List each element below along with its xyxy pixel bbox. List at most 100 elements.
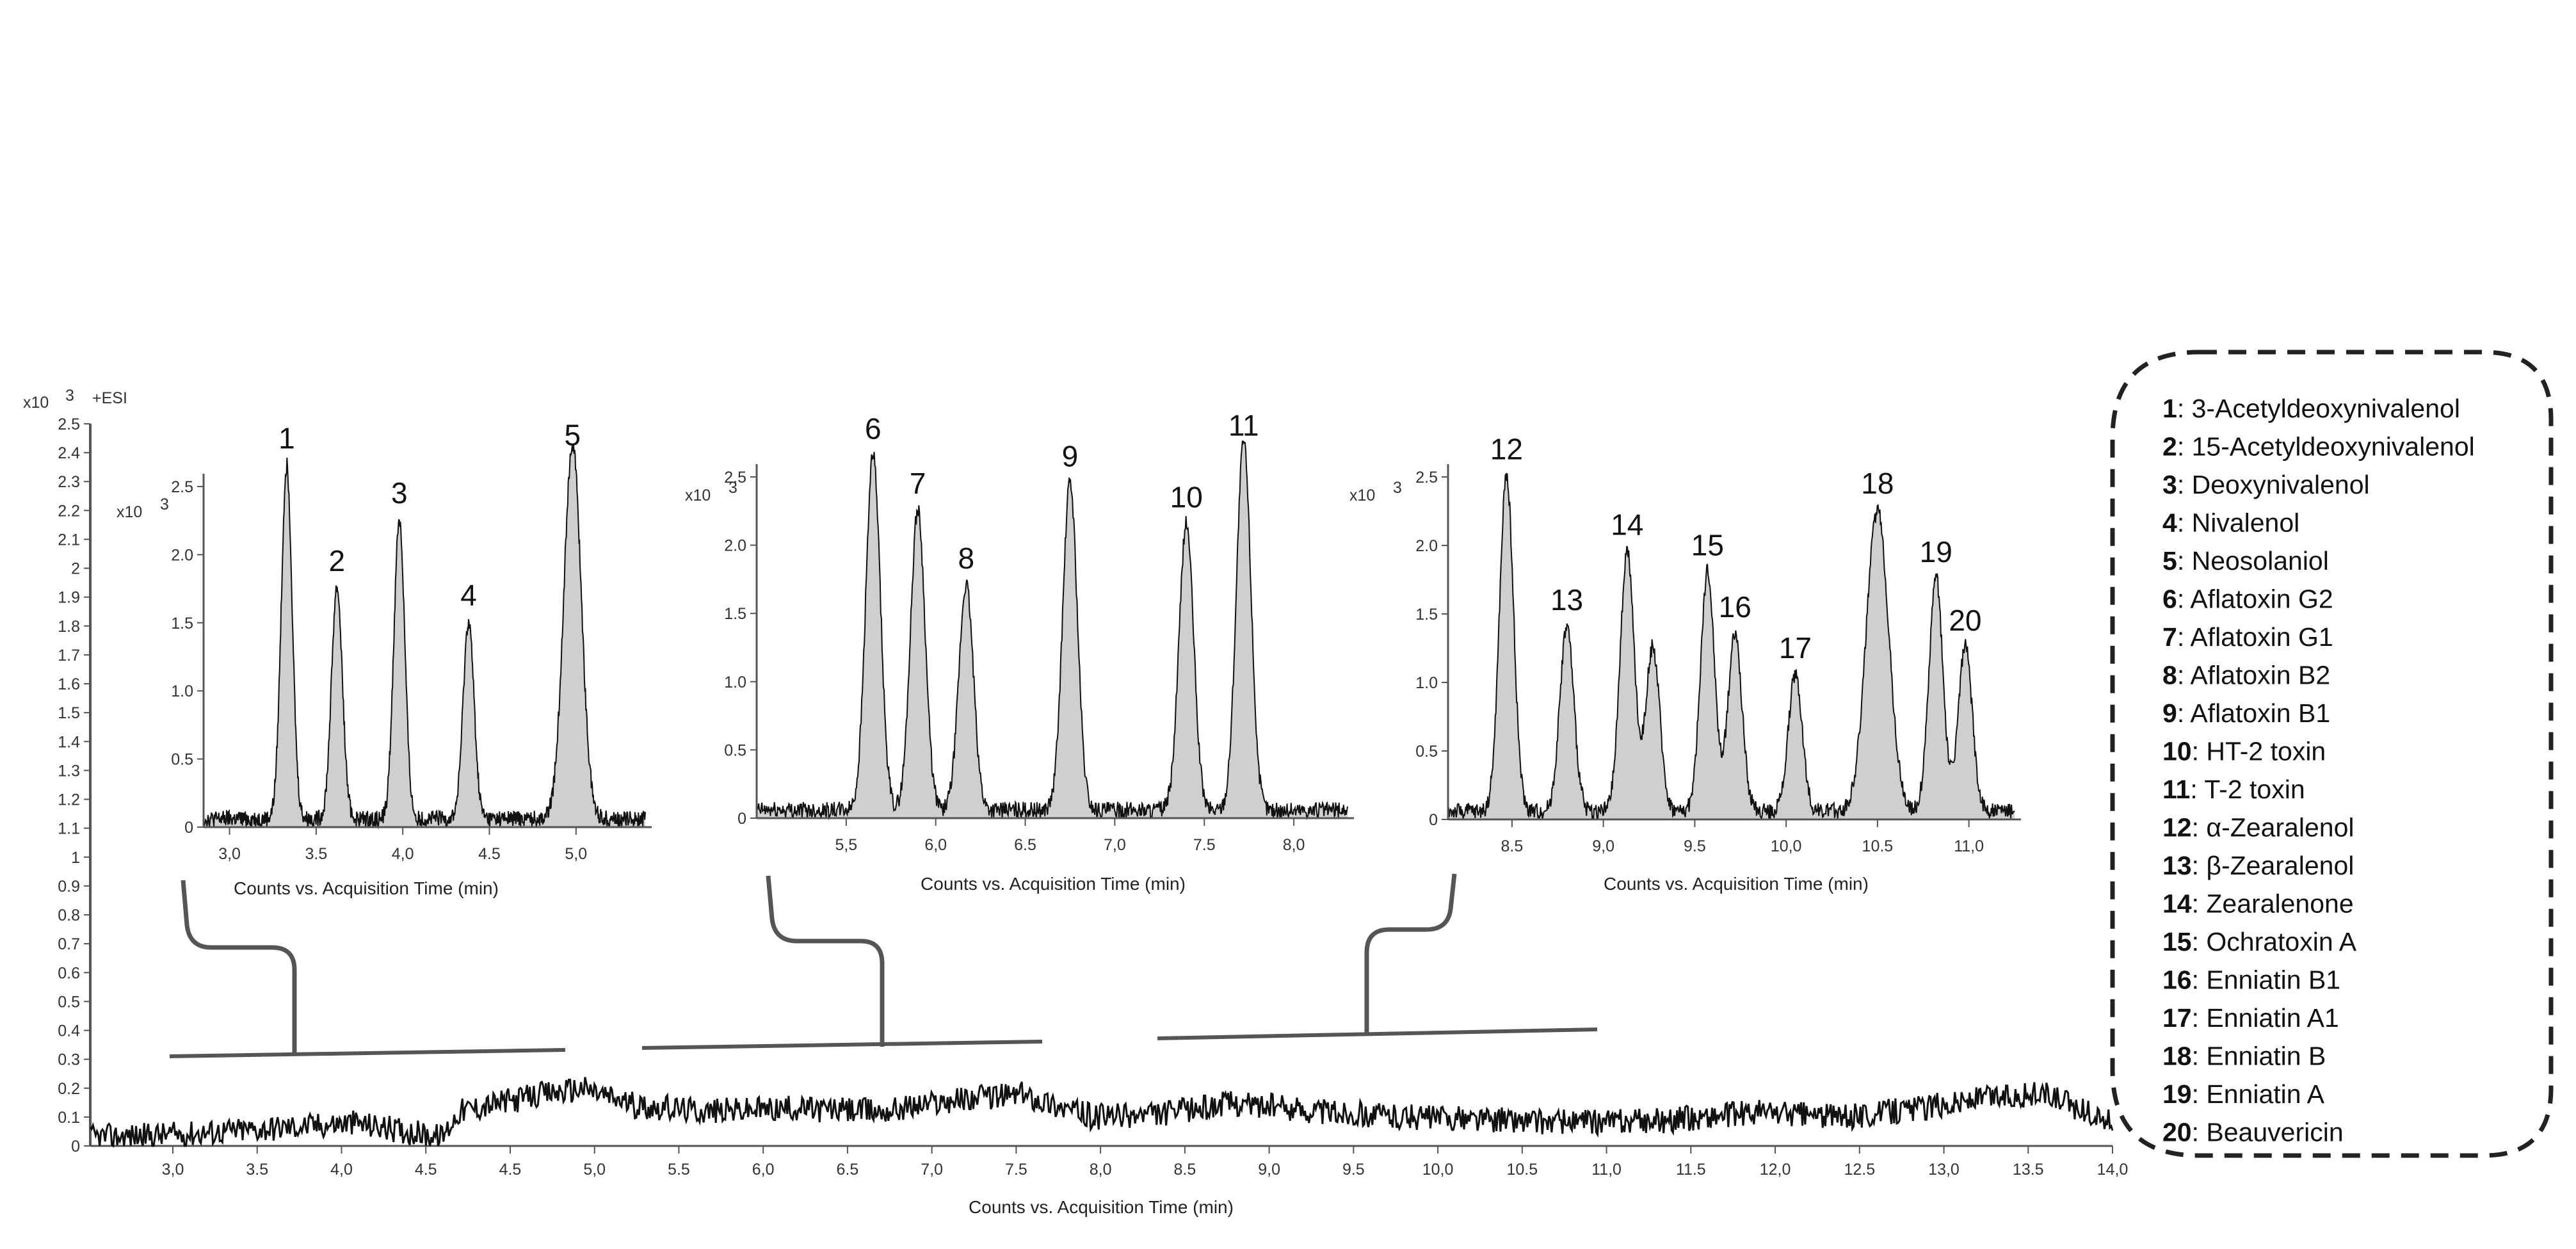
main-chromatogram: x10 3 +ESI 0 0.1 0.2 0.3 0.4 0.5 0.6 0.7 0.8 0.9 1… xyxy=(23,387,2128,1217)
legend-item: 5: Neosolaniol xyxy=(2162,546,2329,576)
bracket-3 xyxy=(1364,873,1457,1036)
inset-x-tick-label: 4,0 xyxy=(392,845,414,863)
main-y-tick-label: 2.5 xyxy=(58,415,80,433)
main-y-tick-label: 0.5 xyxy=(58,993,80,1011)
peak-label: 17 xyxy=(1779,631,1812,665)
legend-item-number: 16 xyxy=(2162,965,2192,995)
main-x-tick-label: 12,0 xyxy=(1760,1161,1791,1179)
inset-x-tick-label: 5,0 xyxy=(565,845,587,863)
inset-y-tick-label: 2.0 xyxy=(1415,537,1438,555)
bracket-1-base xyxy=(169,1048,566,1058)
inset-y-tick-label: 0 xyxy=(737,810,746,828)
inset-trace xyxy=(203,444,646,830)
legend-item-name: : T-2 toxin xyxy=(2190,775,2305,804)
inset-y-tick-label: 1.5 xyxy=(1415,606,1438,624)
legend-item-name: : Enniatin A xyxy=(2192,1079,2325,1109)
main-y-tick-label: 2.2 xyxy=(58,502,80,520)
legend-item: 16: Enniatin B1 xyxy=(2162,965,2340,995)
peak-label: 6 xyxy=(865,412,881,446)
main-y-tick-label: 1.9 xyxy=(58,589,80,607)
legend-item-name: : Aflatoxin G1 xyxy=(2177,622,2333,652)
main-ion-mode: +ESI xyxy=(92,389,127,407)
main-y-tick-label: 1.4 xyxy=(58,733,80,751)
inset-x-axis-label: Counts vs. Acquisition Time (min) xyxy=(1604,874,1869,894)
main-baseline-trace xyxy=(89,1077,2114,1148)
inset-y-tick-label: 0.5 xyxy=(171,751,193,769)
inset-panel-2: x10 3 0 0.5 1.0 1.5 2.0 2.5 5,5 6,0 6.5 7,0 7.5 8,0 67… xyxy=(685,408,1354,894)
inset-peak-area xyxy=(757,440,1348,818)
main-y-tick-label: 0 xyxy=(71,1138,80,1156)
inset-x-tick-label: 3.5 xyxy=(305,845,327,863)
main-x-tick-label: 7.5 xyxy=(1005,1161,1027,1179)
inset-y-tick-label: 1.0 xyxy=(724,673,746,691)
inset-y-tick-label: 0.5 xyxy=(1415,743,1438,761)
inset-x-tick-label: 10,0 xyxy=(1771,837,1802,855)
main-x-tick-label: 4.5 xyxy=(499,1161,522,1179)
legend-item-number: 10 xyxy=(2162,737,2192,766)
legend-item: 11: T-2 toxin xyxy=(2162,775,2305,804)
inset-x-tick-label: 10.5 xyxy=(1862,837,1894,855)
main-x-tick-label: 11,0 xyxy=(1591,1161,1622,1179)
bracket-2-base xyxy=(641,1040,1043,1050)
main-x-tick-label: 9.5 xyxy=(1342,1161,1365,1179)
inset-y-tick-label: 2.5 xyxy=(171,478,193,496)
legend-item-number: 5 xyxy=(2162,546,2177,576)
main-x-tick-label: 3,0 xyxy=(162,1161,184,1179)
main-y-tick-label: 0.8 xyxy=(58,907,80,924)
peak-label: 11 xyxy=(1228,408,1259,442)
peak-label: 16 xyxy=(1719,590,1751,624)
legend-item: 7: Aflatoxin G1 xyxy=(2162,622,2333,652)
legend-item: 4: Nivalenol xyxy=(2162,508,2299,538)
inset-scale-prefix: x10 xyxy=(685,487,711,504)
main-y-tick-label: 0.3 xyxy=(58,1051,80,1069)
peak-label: 3 xyxy=(391,476,408,510)
inset-x-tick-label: 11,0 xyxy=(1954,837,1984,855)
main-x-tick-label: 12.5 xyxy=(1844,1161,1875,1179)
main-y-tick-label: 2 xyxy=(71,560,80,578)
legend-item-name: : Aflatoxin B1 xyxy=(2177,698,2330,728)
main-y-tick-label: 0.4 xyxy=(58,1022,80,1040)
main-y-tick-label: 0.9 xyxy=(58,878,80,896)
peak-label: 15 xyxy=(1691,529,1724,562)
legend-item: 8: Aflatoxin B2 xyxy=(2162,661,2330,690)
inset-panel-3: x10 3 0 0.5 1.0 1.5 2.0 2.5 8.5 9,0 9.5 10,0 10.5 11,… xyxy=(1349,433,2021,894)
legend-item-name: : Neosolaniol xyxy=(2177,546,2329,576)
main-x-tick-label: 4.5 xyxy=(415,1161,437,1179)
peak-label: 9 xyxy=(1062,439,1079,472)
main-y-tick-label: 1 xyxy=(71,849,80,867)
peak-label: 8 xyxy=(958,542,974,575)
legend-item-name: : Enniatin B1 xyxy=(2192,965,2341,995)
inset-trace xyxy=(756,440,1348,821)
main-y-tick-label: 1.1 xyxy=(58,820,80,838)
peak-label: 19 xyxy=(1920,535,1952,568)
inset-scale-prefix: x10 xyxy=(117,503,142,521)
legend-item-number: 2 xyxy=(2162,432,2177,462)
main-x-tick-label: 13,0 xyxy=(1928,1161,1960,1179)
legend-item: 17: Enniatin A1 xyxy=(2162,1003,2339,1033)
legend-item-number: 13 xyxy=(2162,851,2192,880)
legend-item-number: 12 xyxy=(2162,813,2192,842)
main-scale-exponent: 3 xyxy=(65,387,74,405)
main-scale-prefix: x10 xyxy=(23,394,49,412)
legend-item-name: : Nivalenol xyxy=(2177,508,2299,538)
legend-item-name: : α-Zearalenol xyxy=(2192,813,2355,842)
main-y-tick-label: 2.1 xyxy=(58,531,80,549)
peak-label: 4 xyxy=(460,578,477,611)
legend-item-name: : Enniatin B xyxy=(2192,1042,2326,1071)
peak-label: 5 xyxy=(565,418,581,451)
main-x-tick-label: 10,0 xyxy=(1422,1161,1454,1179)
inset-x-axis-label: Counts vs. Acquisition Time (min) xyxy=(234,878,499,898)
legend-item-number: 20 xyxy=(2162,1118,2192,1147)
legend-item-name: : Enniatin A1 xyxy=(2192,1003,2339,1033)
legend-item: 18: Enniatin B xyxy=(2162,1042,2326,1071)
inset-x-tick-label: 4.5 xyxy=(478,845,501,863)
main-y-tick-label: 0.7 xyxy=(58,935,80,953)
bracket-1 xyxy=(181,880,297,1053)
inset-x-tick-label: 9,0 xyxy=(1592,837,1614,855)
inset-peak-area xyxy=(1448,473,2015,819)
main-y-tick-label: 0.2 xyxy=(58,1080,80,1098)
legend-item-name: : β-Zearalenol xyxy=(2192,851,2355,880)
inset-x-tick-label: 9.5 xyxy=(1684,837,1706,855)
